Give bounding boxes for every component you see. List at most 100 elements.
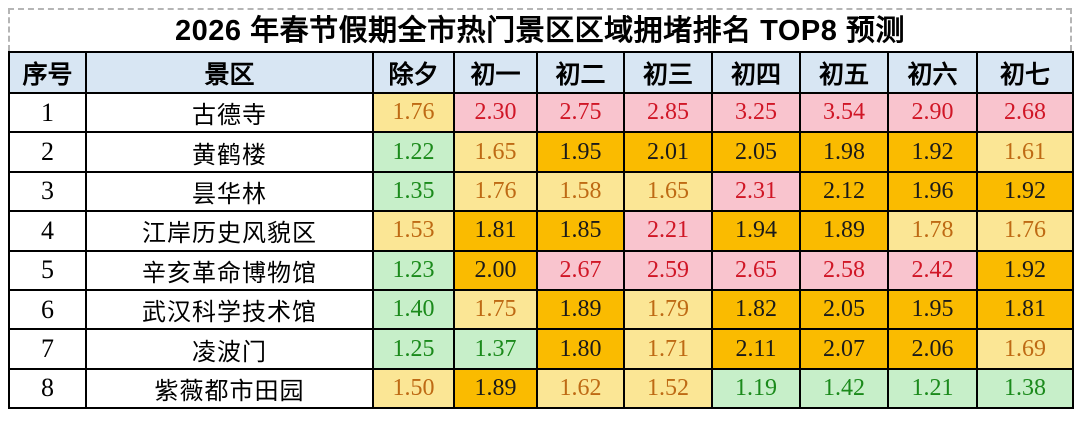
column-header-8: 初六	[887, 51, 978, 94]
congestion-value-cell: 2.12	[799, 170, 889, 213]
congestion-value-cell: 1.58	[536, 170, 625, 213]
congestion-value-cell: 1.42	[799, 367, 889, 410]
congestion-value-cell: 1.92	[887, 131, 978, 173]
table-row: 5 辛亥革命博物馆 1.23 2.00 2.67 2.59 2.65 2.58 2.42 1.92	[8, 249, 1074, 291]
congestion-value-cell: 1.75	[453, 288, 538, 331]
congestion-value-cell: 1.76	[453, 170, 538, 213]
congestion-value-cell: 1.89	[453, 367, 538, 410]
congestion-value-cell: 2.31	[711, 170, 801, 213]
congestion-value-cell: 2.01	[623, 131, 713, 173]
congestion-value-cell: 2.65	[711, 249, 801, 291]
scenic-area-name: 辛亥革命博物馆	[85, 249, 374, 291]
column-header-9: 初七	[976, 51, 1074, 94]
congestion-value-cell: 1.76	[976, 210, 1074, 252]
rank-cell: 1	[8, 91, 87, 134]
scenic-area-name: 古德寺	[85, 91, 374, 134]
table-row: 3 昙华林 1.35 1.76 1.58 1.65 2.31 2.12 1.96 1.92	[8, 170, 1074, 213]
table-header: 序号 景区 除夕 初一 初二 初三 初四 初五 初六 初七	[8, 51, 1074, 94]
rank-cell: 7	[8, 328, 87, 370]
congestion-value-cell: 1.78	[887, 210, 978, 252]
table-row: 8 紫薇都市田园 1.50 1.89 1.62 1.52 1.19 1.42 1.21 1.38	[8, 367, 1074, 410]
column-header-4: 初二	[536, 51, 625, 94]
table-title: 2026 年春节假期全市热门景区区域拥堵排名 TOP8 预测	[8, 8, 1072, 51]
congestion-value-cell: 2.85	[623, 91, 713, 134]
congestion-value-cell: 1.96	[887, 170, 978, 213]
column-header-7: 初五	[799, 51, 889, 94]
column-header-3: 初一	[453, 51, 538, 94]
congestion-value-cell: 1.92	[976, 249, 1074, 291]
congestion-value-cell: 1.81	[976, 288, 1074, 331]
congestion-ranking-page: 2026 年春节假期全市热门景区区域拥堵排名 TOP8 预测 序号 景区 除夕 初一初…	[8, 8, 1074, 410]
congestion-value-cell: 2.58	[799, 249, 889, 291]
congestion-value-cell: 1.89	[536, 288, 625, 331]
congestion-value-cell: 2.07	[799, 328, 889, 370]
congestion-value-cell: 1.81	[453, 210, 538, 252]
congestion-value-cell: 1.40	[372, 288, 455, 331]
rank-cell: 6	[8, 288, 87, 331]
congestion-value-cell: 2.06	[887, 328, 978, 370]
congestion-value-cell: 2.30	[453, 91, 538, 134]
congestion-value-cell: 2.11	[711, 328, 801, 370]
rank-cell: 2	[8, 131, 87, 173]
congestion-value-cell: 2.90	[887, 91, 978, 134]
congestion-value-cell: 1.19	[711, 367, 801, 410]
congestion-value-cell: 1.85	[536, 210, 625, 252]
scenic-area-name: 昙华林	[85, 170, 374, 213]
congestion-value-cell: 2.05	[711, 131, 801, 173]
congestion-value-cell: 2.21	[623, 210, 713, 252]
congestion-value-cell: 1.62	[536, 367, 625, 410]
congestion-value-cell: 3.54	[799, 91, 889, 134]
congestion-value-cell: 1.65	[623, 170, 713, 213]
congestion-value-cell: 1.89	[799, 210, 889, 252]
scenic-area-name: 江岸历史风貌区	[85, 210, 374, 252]
scenic-area-name: 紫薇都市田园	[85, 367, 374, 410]
column-header-6: 初四	[711, 51, 801, 94]
congestion-value-cell: 1.35	[372, 170, 455, 213]
congestion-value-cell: 1.21	[887, 367, 978, 410]
congestion-value-cell: 1.38	[976, 367, 1074, 410]
table-row: 4 江岸历史风貌区 1.53 1.81 1.85 2.21 1.94 1.89 1.78 1.76	[8, 210, 1074, 252]
congestion-value-cell: 1.23	[372, 249, 455, 291]
congestion-value-cell: 2.75	[536, 91, 625, 134]
column-header-0: 序号	[8, 51, 87, 94]
congestion-value-cell: 1.79	[623, 288, 713, 331]
congestion-value-cell: 1.52	[623, 367, 713, 410]
congestion-value-cell: 1.65	[453, 131, 538, 173]
congestion-value-cell: 1.92	[976, 170, 1074, 213]
congestion-value-cell: 1.50	[372, 367, 455, 410]
congestion-value-cell: 2.42	[887, 249, 978, 291]
table-row: 2 黄鹤楼 1.22 1.65 1.95 2.01 2.05 1.98 1.92 1.61	[8, 131, 1074, 173]
table-body: 1 古德寺 1.76 2.30 2.75 2.85 3.25 3.54 2.90 2.68 2 黄鹤楼…	[8, 91, 1074, 410]
scenic-area-name: 凌波门	[85, 328, 374, 370]
column-header-5: 初三	[623, 51, 713, 94]
congestion-value-cell: 1.95	[536, 131, 625, 173]
congestion-value-cell: 1.80	[536, 328, 625, 370]
congestion-value-cell: 1.76	[372, 91, 455, 134]
congestion-value-cell: 1.37	[453, 328, 538, 370]
scenic-area-name: 武汉科学技术馆	[85, 288, 374, 331]
congestion-value-cell: 2.59	[623, 249, 713, 291]
rank-cell: 3	[8, 170, 87, 213]
congestion-value-cell: 1.53	[372, 210, 455, 252]
congestion-value-cell: 1.98	[799, 131, 889, 173]
congestion-value-cell: 2.00	[453, 249, 538, 291]
congestion-value-cell: 3.25	[711, 91, 801, 134]
table-row: 1 古德寺 1.76 2.30 2.75 2.85 3.25 3.54 2.90 2.68	[8, 91, 1074, 134]
congestion-value-cell: 1.71	[623, 328, 713, 370]
congestion-value-cell: 1.61	[976, 131, 1074, 173]
congestion-value-cell: 1.69	[976, 328, 1074, 370]
congestion-value-cell: 1.22	[372, 131, 455, 173]
table-row: 6 武汉科学技术馆 1.40 1.75 1.89 1.79 1.82 2.05 1.95 1.81	[8, 288, 1074, 331]
rank-cell: 4	[8, 210, 87, 252]
congestion-value-cell: 2.67	[536, 249, 625, 291]
congestion-value-cell: 1.25	[372, 328, 455, 370]
congestion-value-cell: 1.95	[887, 288, 978, 331]
rank-cell: 8	[8, 367, 87, 410]
column-header-1: 景区	[85, 51, 374, 94]
congestion-value-cell: 2.68	[976, 91, 1074, 134]
header-row: 序号 景区 除夕 初一 初二 初三 初四 初五 初六 初七	[8, 51, 1074, 94]
congestion-value-cell: 1.82	[711, 288, 801, 331]
rank-cell: 5	[8, 249, 87, 291]
table-row: 7 凌波门 1.25 1.37 1.80 1.71 2.11 2.07 2.06 1.69	[8, 328, 1074, 370]
column-header-2: 除夕	[372, 51, 455, 94]
